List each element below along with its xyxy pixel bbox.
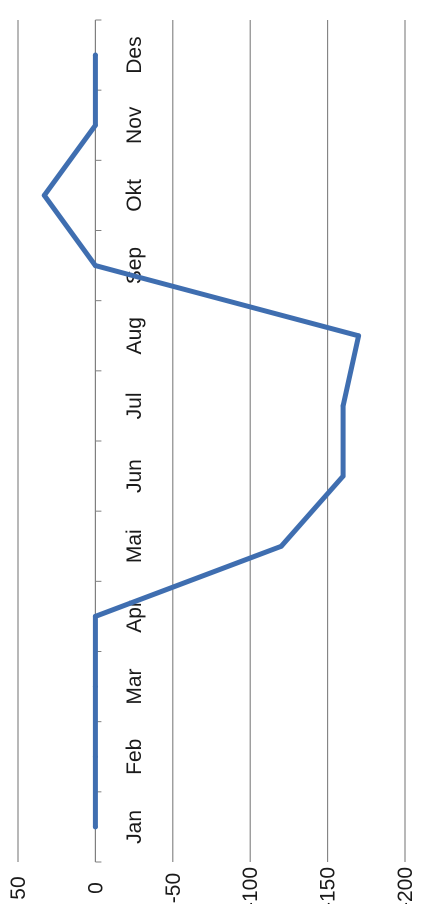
category-label: Mai [123, 529, 146, 563]
category-label: Apr [123, 600, 146, 633]
category-label: Feb [123, 739, 146, 775]
data-point [92, 754, 98, 760]
series-line [41, 52, 362, 830]
category-label: Jul [123, 392, 146, 419]
data-point [340, 473, 346, 479]
category-label: Okt [123, 179, 146, 212]
data-point [92, 613, 98, 619]
y-tick-label: -100 [239, 867, 262, 904]
y-tick-label: -50 [162, 873, 185, 903]
category-label: Mar [123, 668, 146, 704]
data-point [356, 333, 362, 339]
data-point [92, 263, 98, 269]
y-tick-label: 0 [84, 882, 107, 894]
data-point [340, 403, 346, 409]
category-label: Des [123, 36, 146, 73]
y-tick-label: -150 [317, 867, 340, 904]
data-point [92, 122, 98, 128]
category-label: Jun [123, 459, 146, 493]
category-label: Nov [123, 106, 146, 144]
y-tick-label: -200 [394, 867, 417, 904]
category-label: Aug [123, 317, 146, 354]
data-point [278, 543, 284, 549]
data-point [92, 684, 98, 690]
data-point [92, 824, 98, 830]
data-point [92, 52, 98, 58]
category-label: Jan [123, 810, 146, 844]
y-tick-label: 50 [7, 876, 30, 899]
data-point [41, 192, 47, 198]
